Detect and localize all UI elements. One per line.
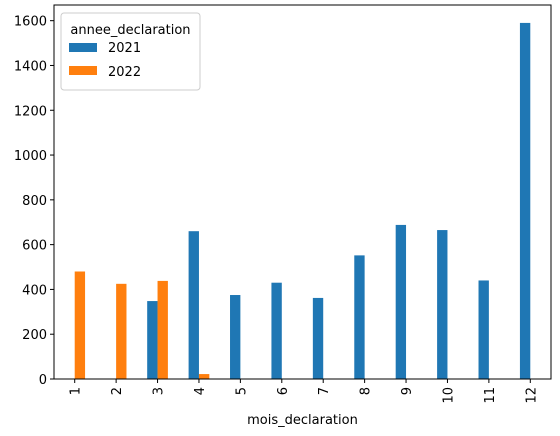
legend-swatch-2021 [69,43,97,52]
y-tick-label: 1200 [14,104,47,119]
bar-2021-8 [354,255,365,379]
x-axis: 1 2 3 4 5 6 7 8 9 10 11 12 [69,379,539,404]
bar-2021-12 [519,22,531,379]
x-tick-label: 6 [276,387,291,395]
x-tick-label: 7 [317,387,332,395]
y-tick-label: 1600 [14,15,47,30]
x-tick-label: 11 [483,387,498,404]
y-tick-label: 800 [22,194,47,209]
x-tick-label: 5 [234,387,249,395]
x-tick-label: 3 [152,387,167,395]
y-tick-label: 400 [22,283,47,298]
bar-2022-2 [116,283,127,379]
y-tick-label: 0 [39,373,47,388]
x-tick-label: 1 [69,387,84,395]
bar-2021-10 [437,230,448,379]
bar-2021-11 [478,280,489,379]
x-tick-label: 10 [441,387,456,404]
y-tick-label: 1000 [14,149,47,164]
y-axis: 0 200 400 600 800 1000 1200 1400 1600 [14,15,54,388]
x-axis-label: mois_declaration [247,413,358,428]
bar-2021-6 [271,282,282,379]
bar-2021-5 [230,295,241,379]
legend-swatch-2022 [69,66,97,75]
x-tick-label: 2 [110,387,125,395]
bar-group [74,22,531,379]
x-tick-label: 12 [524,387,539,404]
bar-2022-3 [157,280,168,379]
bar-2022-1 [74,271,86,379]
x-tick-label: 4 [193,387,208,395]
bar-2021-3 [147,301,158,379]
x-tick-label: 9 [400,387,415,395]
bar-2021-7 [312,297,324,379]
y-tick-label: 600 [22,239,47,254]
y-tick-label: 1400 [14,59,47,74]
legend-label-2021: 2021 [108,41,141,56]
bar-2021-4 [188,231,199,379]
legend-label-2022: 2022 [108,65,141,80]
legend: annee_declaration 2021 2022 [60,12,201,91]
plot-frame [53,4,552,380]
y-tick-label: 200 [22,328,47,343]
bar-2022-4 [198,374,210,379]
bar-2021-9 [395,224,407,379]
x-tick-label: 8 [359,387,374,395]
legend-title: annee_declaration [70,23,190,38]
